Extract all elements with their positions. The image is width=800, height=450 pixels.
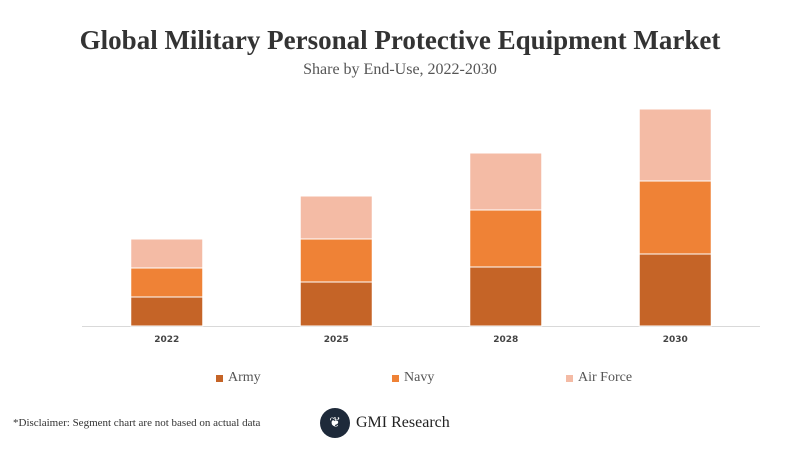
x-tick-label: 2022: [154, 335, 179, 345]
bar-navy-2030: [638, 180, 712, 255]
bar-air-force-2028: [469, 152, 543, 211]
legend-label: Army: [228, 370, 261, 385]
legend-swatch-air-force: [566, 374, 573, 382]
legend-swatch-navy: [392, 374, 399, 382]
bar-army-2025: [299, 281, 373, 327]
chart-subtitle: Share by End-Use, 2022-2030: [303, 61, 497, 78]
bar-navy-2022: [130, 267, 204, 298]
x-tick-label: 2028: [493, 335, 518, 345]
disclaimer: *Disclaimer: Segment chart are not based…: [13, 417, 261, 429]
bar-navy-2025: [299, 238, 373, 283]
stacked-bar-chart: 2022 2025 2028 2030: [82, 108, 760, 345]
bar-air-force-2022: [130, 238, 204, 269]
bar-navy-2028: [469, 209, 543, 268]
bar-army-2022: [130, 296, 204, 327]
legend-item-army: Army: [216, 370, 261, 386]
legend-label: Air Force: [578, 370, 633, 385]
chart-title: Global Military Personal Protective Equi…: [79, 25, 721, 55]
logo-text: GMI Research: [356, 414, 450, 431]
legend-label: Navy: [404, 370, 435, 385]
legend-item-navy: Navy: [392, 370, 434, 386]
logo-fan-icon: ❦: [320, 408, 350, 438]
gmi-logo: ❦ GMI Research: [320, 408, 450, 438]
legend: Army Navy Air Force: [0, 370, 800, 390]
x-tick-label: 2025: [324, 335, 349, 345]
legend-item-air-force: Air Force: [566, 370, 632, 386]
bar-air-force-2025: [299, 195, 373, 240]
bar-air-force-2030: [638, 108, 712, 182]
x-tick-label: 2030: [663, 335, 688, 345]
legend-swatch-army: [216, 374, 223, 382]
bar-army-2030: [638, 253, 712, 327]
bar-army-2028: [469, 266, 543, 327]
